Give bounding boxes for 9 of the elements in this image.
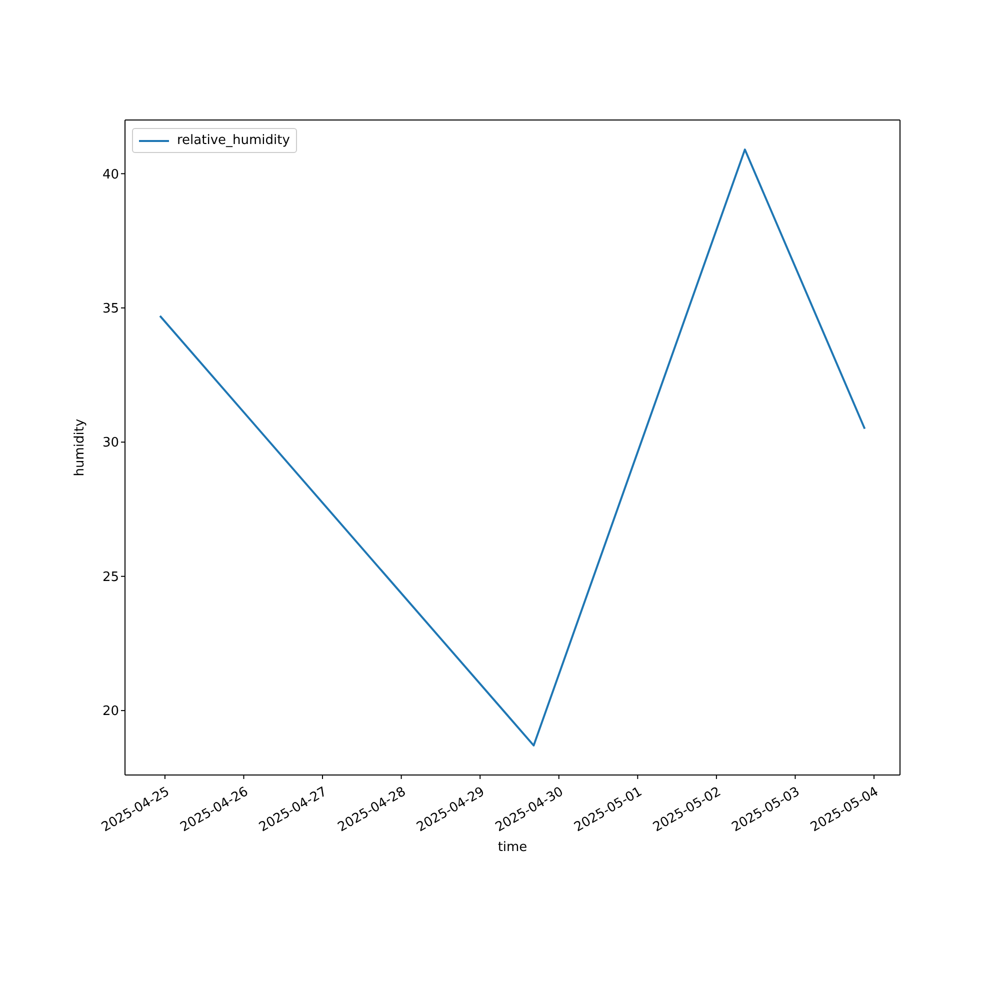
y-tick-label: 35 bbox=[102, 302, 119, 317]
legend-label: relative_humidity bbox=[177, 133, 290, 148]
y-tick-label: 30 bbox=[102, 436, 119, 451]
line-series bbox=[159, 148, 866, 746]
x-axis-title: time bbox=[498, 840, 528, 855]
y-tick-label: 40 bbox=[102, 167, 119, 182]
y-tick-label: 20 bbox=[102, 704, 119, 720]
y-tick-label: 25 bbox=[102, 570, 119, 585]
y-axis-title: humidity bbox=[72, 418, 88, 476]
